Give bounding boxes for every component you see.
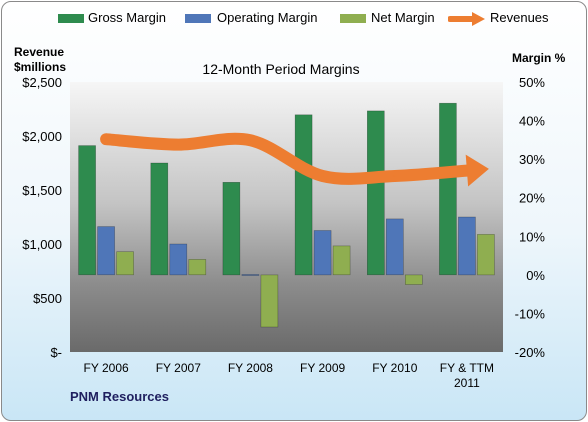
bar-net-margin-1	[116, 251, 134, 276]
left-tick-label: $2,500	[22, 75, 62, 90]
right-tick-label: -20%	[515, 345, 546, 360]
legend-label-revenues: Revenues	[490, 10, 549, 25]
revenues-point-3	[249, 139, 252, 142]
right-tick-label: 40%	[519, 114, 545, 129]
legend-swatch-gross-margin	[58, 14, 84, 23]
legend-swatch-net-margin	[340, 14, 366, 23]
left-axis-title-line1: Revenue	[14, 45, 65, 59]
bar-operating-margin-6	[458, 216, 476, 276]
revenues-point-6	[465, 169, 468, 172]
left-tick-label: $500	[33, 291, 62, 306]
x-tick-label: FY 2009	[300, 361, 345, 375]
bar-operating-margin-5	[385, 218, 404, 276]
legend-label-net-margin: Net Margin	[371, 10, 435, 25]
right-axis-title: Margin %	[512, 51, 566, 65]
revenues-point-5	[393, 175, 396, 177]
bar-gross-margin-6	[439, 102, 457, 276]
bar-gross-margin-5	[366, 110, 385, 276]
source-label: PNM Resources	[70, 389, 169, 404]
x-tick-label: FY & TTM 2011	[440, 361, 494, 390]
legend-swatch-operating-margin	[185, 14, 211, 23]
bar-net-margin-4	[332, 245, 351, 276]
right-tick-label: -10%	[515, 306, 546, 321]
legend-label-gross-margin: Gross Margin	[88, 10, 167, 25]
right-tick-label: 30%	[519, 152, 545, 167]
x-tick-label: FY 2007	[156, 361, 201, 375]
bar-gross-margin-1	[78, 145, 96, 276]
right-tick-label: 50%	[519, 75, 545, 90]
plot-area	[70, 82, 503, 352]
legend-label-operating-margin: Operating Margin	[217, 10, 318, 25]
left-tick-label: $-	[50, 345, 62, 360]
bar-net-margin-2	[188, 259, 207, 276]
left-axis-title-line2: $millions	[14, 60, 67, 74]
left-axis-title: Revenue $millions	[14, 45, 66, 75]
right-tick-label: 10%	[519, 229, 545, 244]
right-tick-label: 0%	[526, 268, 545, 283]
legend-swatch-revenues	[448, 12, 485, 26]
x-tick-label: FY 2006	[84, 361, 129, 375]
revenues-point-2	[177, 143, 180, 146]
bar-gross-margin-4	[294, 114, 313, 276]
bar-operating-margin-3	[241, 274, 260, 276]
bar-gross-margin-2	[150, 162, 169, 276]
bar-operating-margin-4	[313, 230, 332, 276]
left-tick-label: $1,000	[22, 237, 62, 252]
bar-net-margin-5	[404, 274, 423, 285]
bar-net-margin-3	[260, 274, 279, 328]
left-tick-label: $1,500	[22, 183, 62, 198]
revenues-arrowhead	[465, 154, 489, 187]
chart-title: 12-Month Period Margins	[202, 61, 359, 77]
right-tick-label: 20%	[519, 191, 545, 206]
revenues-point-4	[321, 175, 324, 177]
x-tick-label: FY 2008	[228, 361, 273, 375]
revenues-point-1	[105, 138, 108, 141]
revenues-line	[100, 132, 473, 185]
left-tick-label: $2,000	[22, 129, 62, 144]
x-tick-label: FY 2010	[372, 361, 417, 375]
bar-operating-margin-1	[97, 226, 115, 276]
bar-net-margin-6	[477, 234, 495, 276]
chart-legend: Gross Margin Operating Margin Net Margin…	[0, 0, 588, 26]
bar-operating-margin-2	[169, 243, 188, 276]
bar-gross-margin-3	[222, 182, 241, 276]
